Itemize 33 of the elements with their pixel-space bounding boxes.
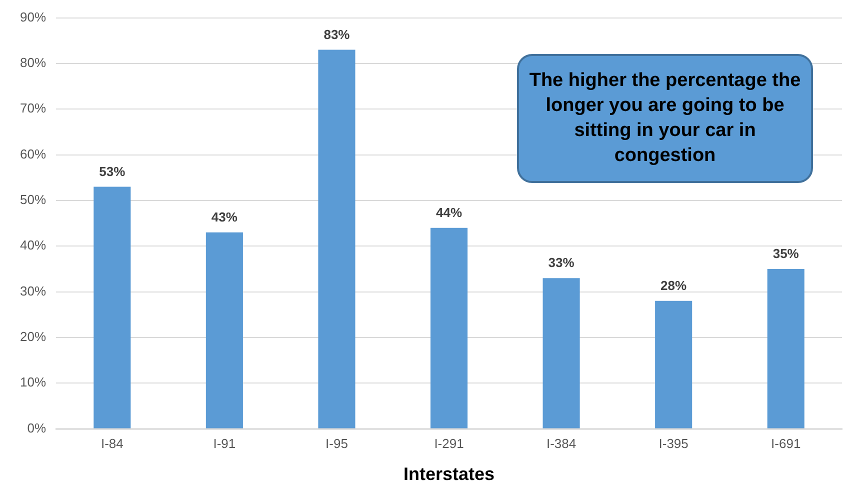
x-tick-label: I-84 <box>100 436 124 452</box>
y-tick-label: 50% <box>20 192 46 208</box>
y-tick-label: 80% <box>20 55 46 70</box>
y-tick-label: 60% <box>20 146 46 162</box>
data-label: 35% <box>772 246 800 262</box>
x-tick-label: I-384 <box>546 436 576 452</box>
y-tick-label: 0% <box>27 420 46 436</box>
bar <box>94 186 131 428</box>
bar <box>767 268 804 428</box>
bar <box>542 278 580 428</box>
data-label: 53% <box>99 164 126 179</box>
y-tick-label: 90% <box>20 9 46 24</box>
x-axis-title: Interstates <box>403 464 495 484</box>
y-tick-label: 10% <box>20 374 46 390</box>
x-tick-label: I-395 <box>658 436 688 452</box>
bar <box>318 50 356 428</box>
y-tick-label: 20% <box>20 329 46 344</box>
y-tick-label: 30% <box>20 283 46 298</box>
annotation: The higher the percentage the longer you are going to be sitting in your car in congestion <box>529 70 801 166</box>
bar <box>655 300 692 428</box>
x-tick-label: I-691 <box>771 436 801 452</box>
data-label: 28% <box>660 278 688 294</box>
data-label: 43% <box>211 210 238 225</box>
x-tick-label: I-291 <box>434 436 464 452</box>
x-tick-label: I-95 <box>326 436 348 452</box>
data-label: 44% <box>436 204 462 220</box>
y-tick-label: 40% <box>20 238 46 253</box>
x-tick-label: I-91 <box>213 436 236 452</box>
bar <box>206 232 243 428</box>
y-tick-label: 70% <box>20 100 46 116</box>
bar <box>430 228 468 428</box>
data-label: 33% <box>548 255 575 270</box>
data-label: 83% <box>324 26 350 42</box>
